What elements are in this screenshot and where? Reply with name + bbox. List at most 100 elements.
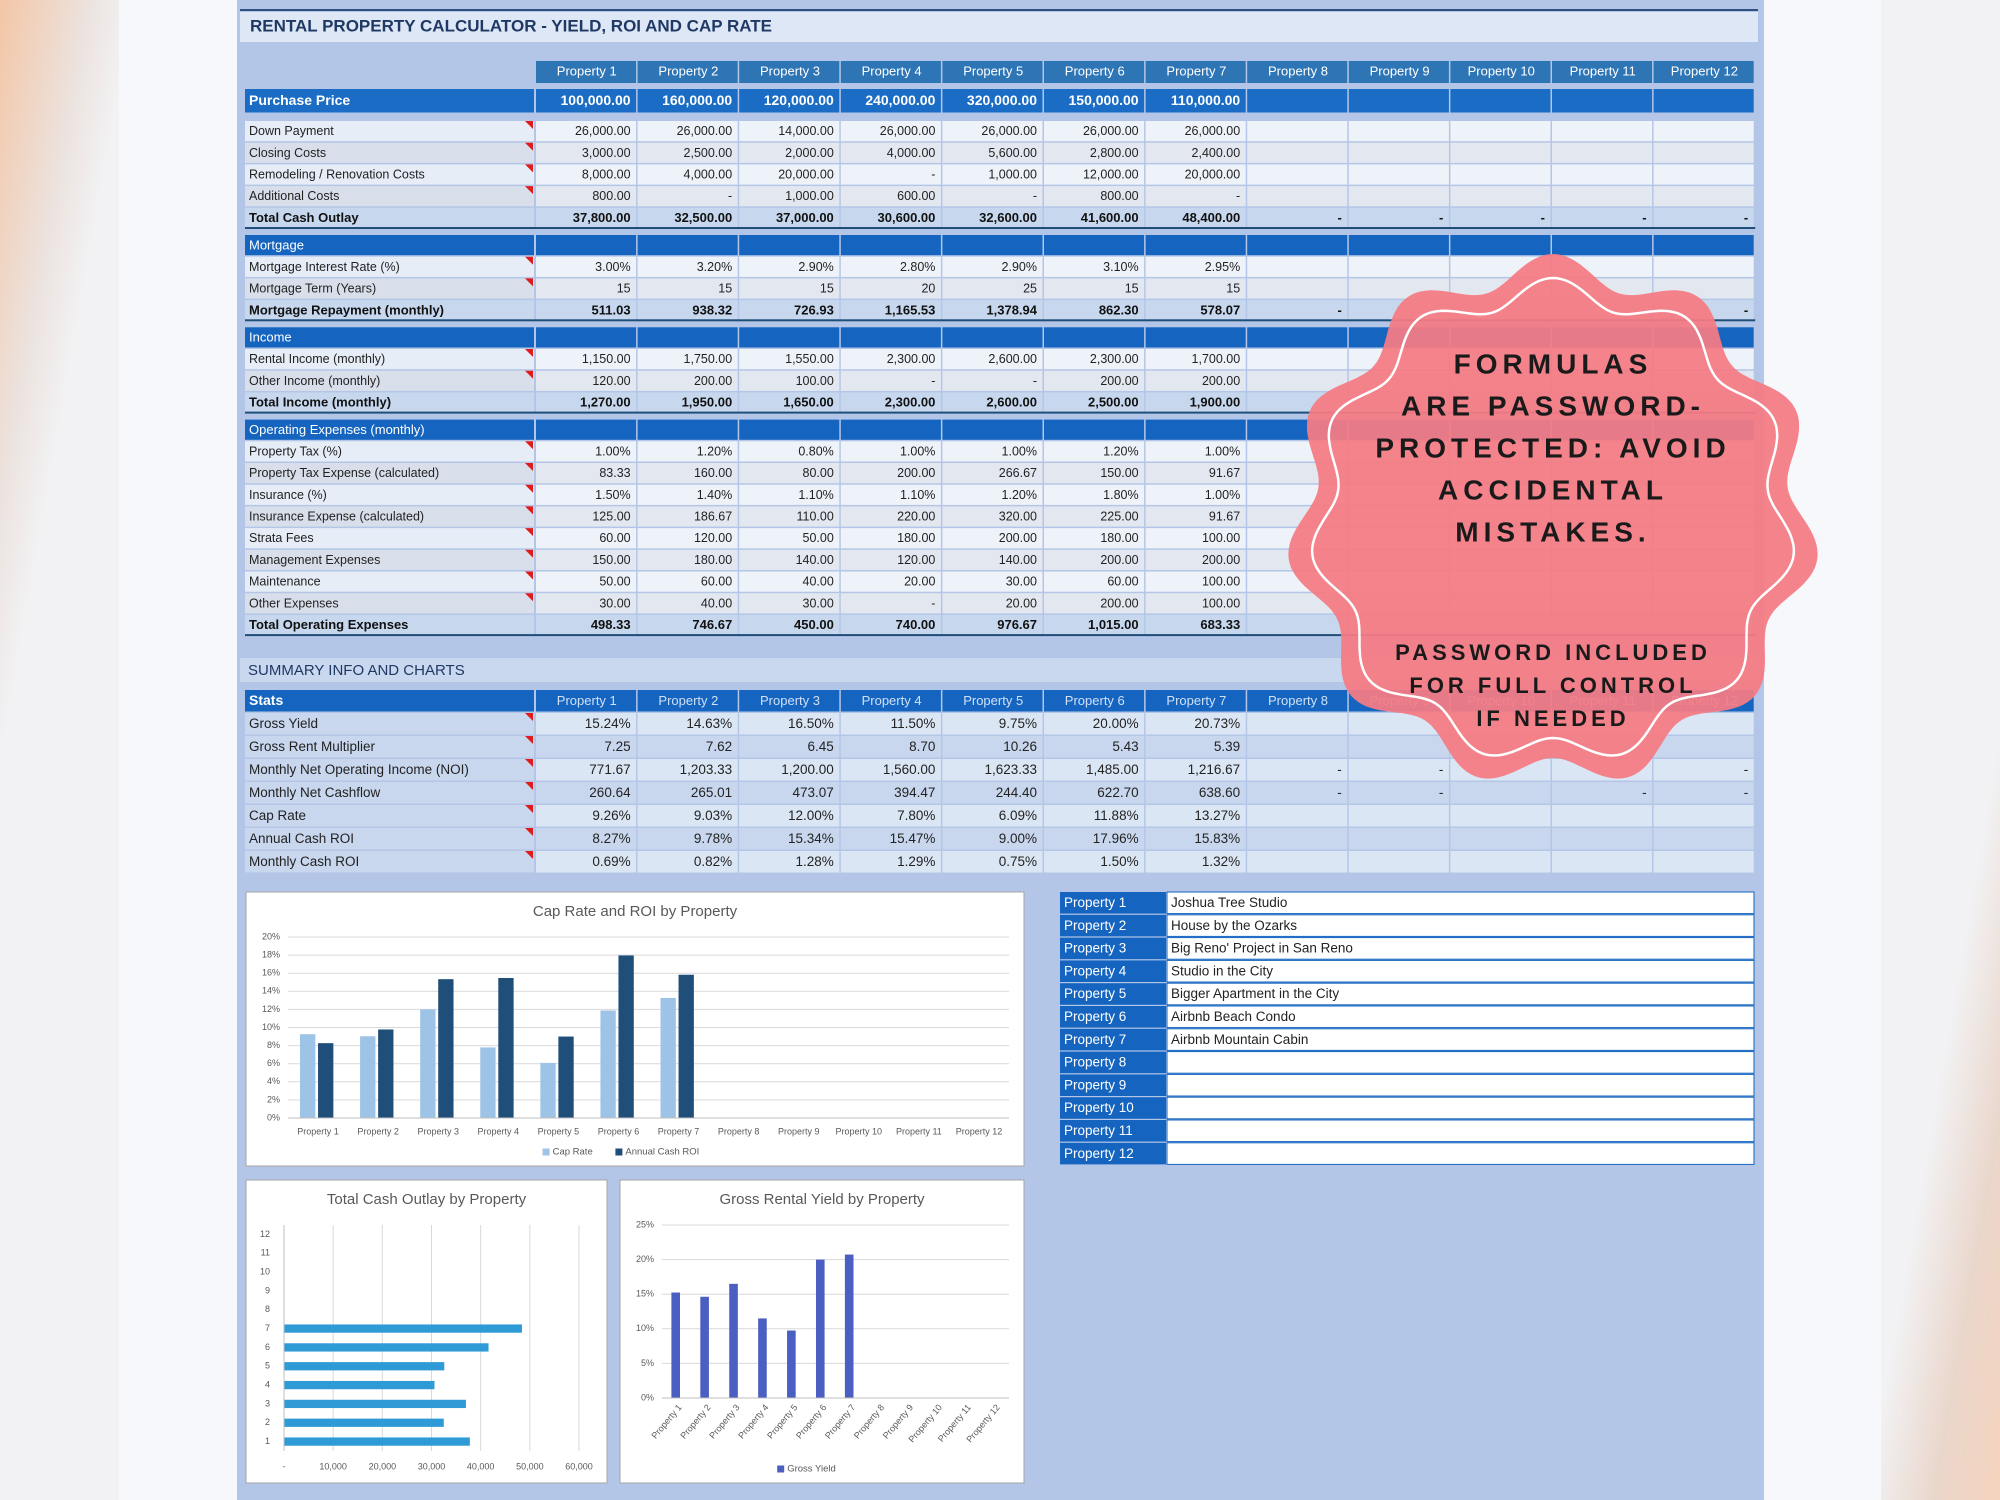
column-header-cell: [1348, 61, 1449, 83]
cell: [637, 235, 738, 256]
column-header: Property 4: [862, 63, 922, 78]
cell: [739, 549, 840, 570]
bar: [420, 1009, 436, 1118]
cell-value: 976.67: [997, 617, 1037, 632]
cell: [536, 349, 637, 370]
cell: [1044, 89, 1145, 113]
cell-value: -: [1744, 762, 1749, 777]
cell: [1348, 828, 1449, 850]
cell: [840, 441, 941, 462]
cell: [1145, 441, 1246, 462]
bar: [284, 1324, 522, 1333]
cell: [1044, 370, 1145, 391]
stats-column-header: Property 5: [963, 693, 1023, 708]
cell-value: 2,300.00: [887, 352, 936, 366]
cell: [1450, 121, 1551, 142]
cell: [1044, 142, 1145, 163]
cell: [1247, 278, 1348, 299]
cell: [739, 528, 840, 549]
cell: [942, 256, 1043, 277]
cell: [1450, 186, 1551, 207]
cell-value: 200.00: [1100, 596, 1138, 610]
cell-value: 1.10%: [900, 488, 935, 502]
row-label-cell: [245, 207, 534, 228]
bar: [318, 1043, 334, 1118]
cell: [637, 256, 738, 277]
cell: [1450, 828, 1551, 850]
cell-value: 5.39: [1214, 739, 1240, 754]
cell: [637, 278, 738, 299]
property-name: House by the Ozarks: [1171, 918, 1297, 933]
cell-value: 200.00: [897, 466, 935, 480]
cell: [942, 484, 1043, 505]
cell: [1044, 549, 1145, 570]
cell-value: 110.00: [796, 510, 833, 524]
cell: [637, 736, 738, 758]
cell: [536, 782, 637, 804]
row-label: Strata Fees: [249, 531, 314, 545]
comment-marker: [525, 782, 533, 790]
total-rule: [245, 227, 1756, 229]
bar: [438, 979, 454, 1118]
cell: [637, 370, 738, 391]
comment-marker: [525, 484, 533, 493]
cell-value: -: [1439, 762, 1444, 777]
cell-value: 20.00: [904, 575, 935, 589]
bar: [284, 1399, 466, 1409]
cell: [1044, 186, 1145, 207]
row-label: Mortgage: [249, 237, 304, 252]
cell: [1044, 851, 1145, 873]
cell: [1145, 121, 1246, 142]
sheet-title: RENTAL PROPERTY CALCULATOR - YIELD, ROI …: [250, 16, 772, 35]
cell: [637, 142, 738, 163]
cell: [942, 828, 1043, 850]
cell-value: 26,000.00: [677, 124, 733, 138]
cell-value: 0.80%: [798, 444, 833, 458]
cell-value: 2,600.00: [988, 352, 1037, 366]
row-label: Other Income (monthly): [249, 374, 380, 388]
name-cell: [1166, 1051, 1755, 1074]
comment-marker: [525, 528, 533, 537]
column-header: Property 6: [1065, 63, 1125, 78]
cell-value: -: [1033, 374, 1037, 388]
comment-marker: [525, 736, 533, 744]
row-label: Management Expenses: [249, 553, 380, 567]
cell: [536, 593, 637, 614]
y-tick-label: 10: [260, 1266, 270, 1276]
cell: [739, 851, 840, 873]
cell: [1044, 327, 1145, 348]
row-label: Additional Costs: [249, 189, 339, 203]
cell-value: 150.00: [1100, 466, 1138, 480]
cell-value: -: [1744, 302, 1748, 317]
cell-value: 0.69%: [592, 854, 630, 869]
cell-value: 1.40%: [697, 488, 732, 502]
column-header: Property 8: [1268, 63, 1328, 78]
bar: [360, 1036, 376, 1118]
cell-value: 1.80%: [1103, 488, 1138, 502]
column-header: Property 9: [1370, 63, 1430, 78]
cell-value: 15: [718, 282, 732, 296]
cell-value: 1,378.94: [986, 302, 1037, 317]
cell-value: 17.96%: [1093, 831, 1139, 846]
y-tick-label: 6%: [267, 1058, 280, 1068]
bar: [758, 1318, 767, 1398]
cell-value: -: [1033, 189, 1037, 203]
cell: [1145, 782, 1246, 804]
cell: [739, 164, 840, 185]
cell: [1247, 349, 1348, 370]
cell-value: 50.00: [599, 575, 630, 589]
cell-value: 60.00: [701, 575, 732, 589]
cell-value: 1.00%: [595, 444, 630, 458]
name-label: Property 8: [1064, 1055, 1126, 1070]
cell-value: 200.00: [1202, 374, 1240, 388]
y-tick-label: 4%: [267, 1076, 280, 1086]
cell-value: 1.29%: [897, 854, 935, 869]
cell: [1450, 805, 1551, 827]
comment-marker: [525, 571, 533, 580]
cell: [637, 805, 738, 827]
cell-value: 180.00: [897, 531, 935, 545]
stats-header-cell: [1044, 690, 1145, 712]
cell: [637, 759, 738, 781]
cell: [1653, 121, 1754, 142]
